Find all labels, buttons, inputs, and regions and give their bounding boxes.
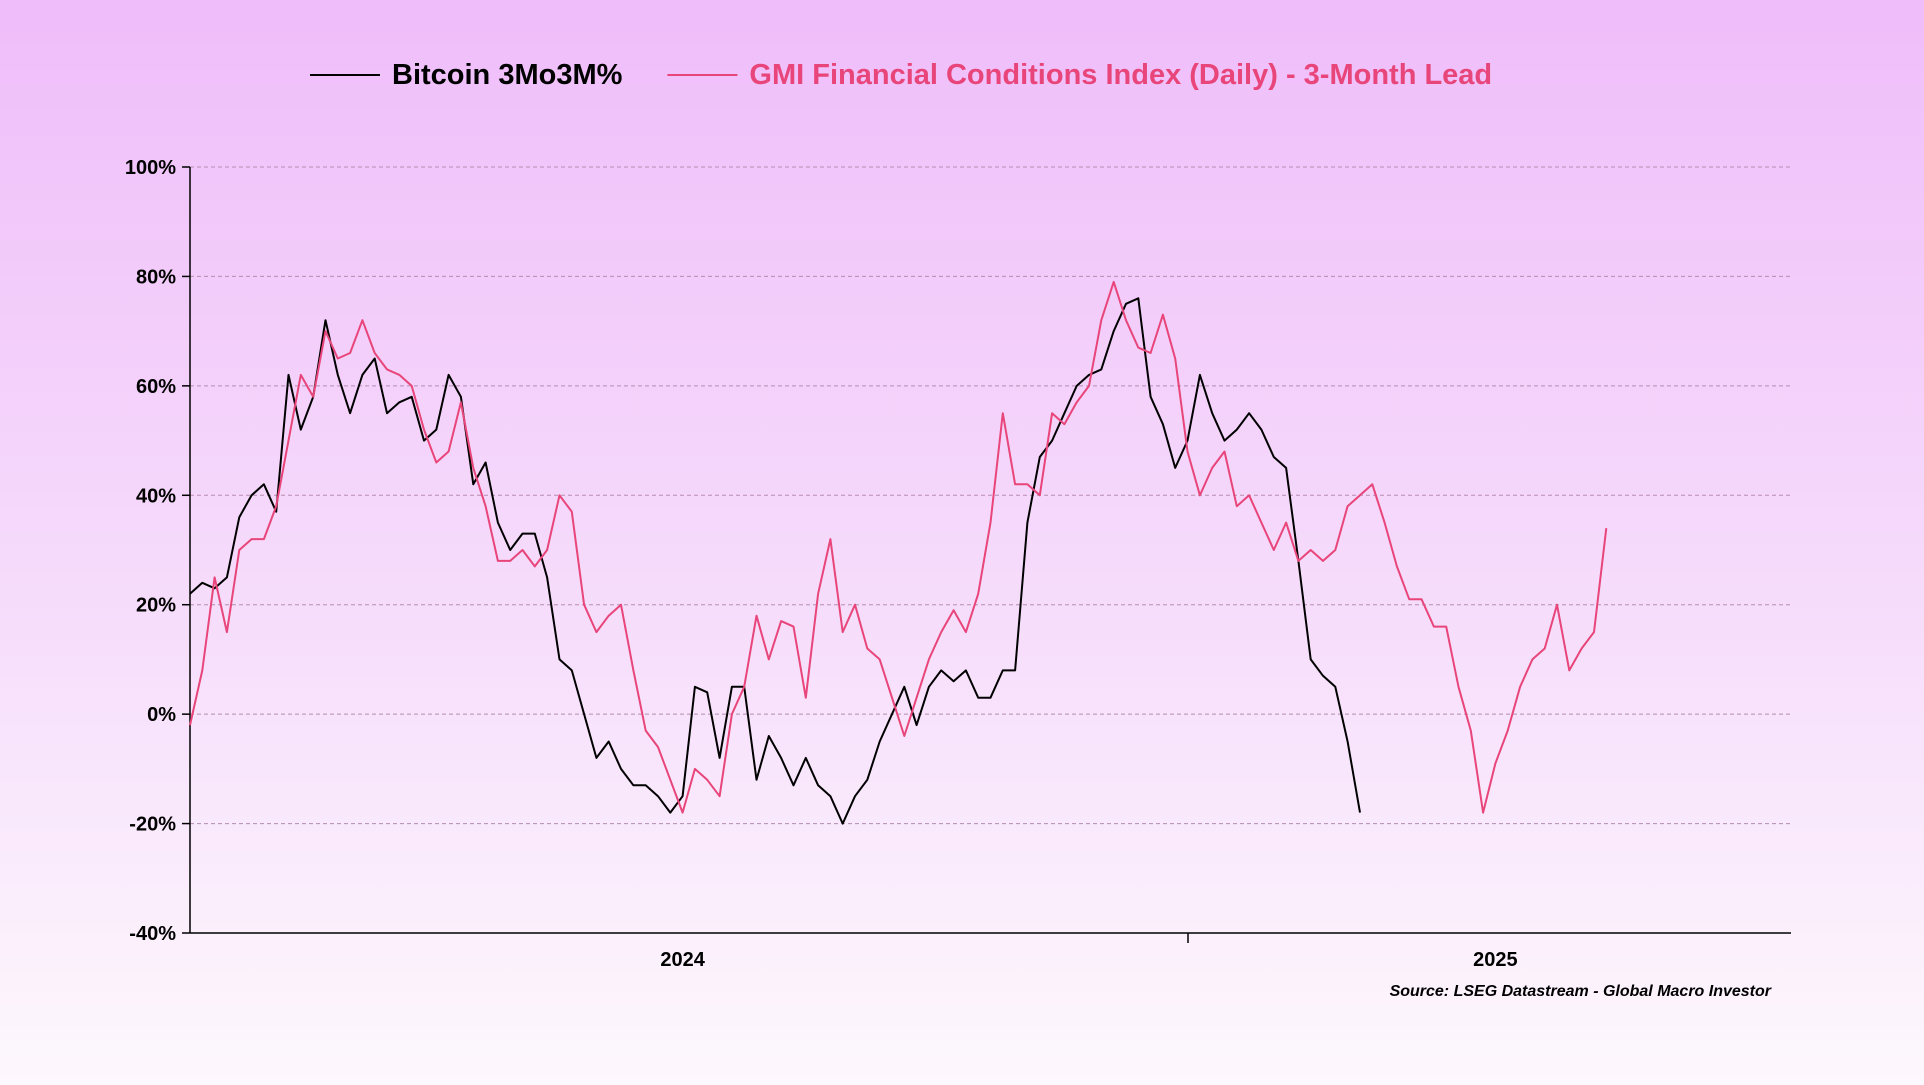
y-tick-label: 40% <box>136 485 176 507</box>
y-tick-label: 80% <box>136 266 176 288</box>
y-tick-label: 20% <box>136 595 176 617</box>
source-note: Source: LSEG Datastream - Global Macro I… <box>1390 983 1772 1000</box>
series-line <box>189 280 1608 814</box>
series-line <box>189 297 1361 825</box>
y-tick-label: 60% <box>136 376 176 398</box>
x-tick-label: 2024 <box>660 949 705 971</box>
y-tick-label: -40% <box>129 923 176 945</box>
legend-label: Bitcoin 3Mo3M% <box>392 59 623 91</box>
y-tick-label: 0% <box>147 704 176 726</box>
legend: Bitcoin 3Mo3M% GMI Financial Conditions I… <box>310 59 1492 91</box>
y-tick-label: -20% <box>129 814 176 836</box>
x-tick-label: 2025 <box>1473 949 1518 971</box>
y-tick-label: 100% <box>125 157 176 179</box>
legend-label: GMI Financial Conditions Index (Daily) -… <box>749 59 1492 91</box>
